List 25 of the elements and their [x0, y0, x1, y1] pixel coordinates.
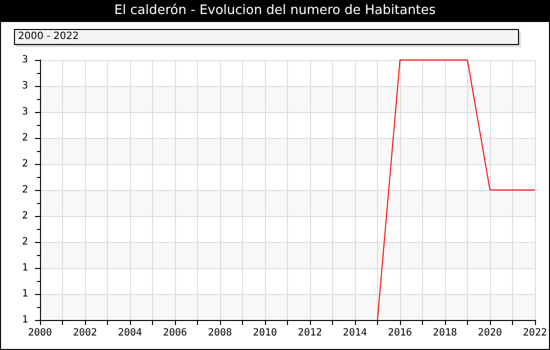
y-tick-label: 1: [22, 314, 28, 326]
x-tick-label: 2018: [432, 328, 458, 338]
y-tick-label: 3: [22, 54, 28, 66]
x-tick-label: 2002: [72, 328, 98, 338]
x-tick-label: 2004: [118, 328, 142, 338]
x-tick-label: 2020: [478, 328, 502, 338]
y-tick-label: 2: [22, 210, 28, 222]
y-tick-label: 3: [22, 106, 28, 118]
y-tick-label: 2: [22, 236, 28, 248]
x-tick-label: 2014: [342, 328, 368, 338]
x-tick-label: 2008: [208, 328, 232, 338]
y-tick-label: 2: [22, 132, 28, 144]
y-tick-label: 1: [22, 288, 28, 300]
x-tick-label: 2012: [298, 328, 322, 338]
chart-title: El calderón - Evolucion del numero de Habitantes: [0, 0, 550, 22]
x-tick-label: 2006: [162, 328, 188, 338]
x-tick-label: 2022: [522, 328, 548, 338]
x-tick-label: 2016: [388, 328, 412, 338]
chart-subtitle: 2000 - 2022: [14, 29, 519, 45]
y-tick-label: 3: [22, 80, 28, 92]
y-tick-label: 2: [22, 158, 28, 170]
x-tick-label: 2010: [252, 328, 278, 338]
y-tick-label: 1: [22, 262, 28, 274]
y-tick-label: 2: [22, 184, 28, 196]
x-tick-label: 2000: [28, 328, 52, 338]
